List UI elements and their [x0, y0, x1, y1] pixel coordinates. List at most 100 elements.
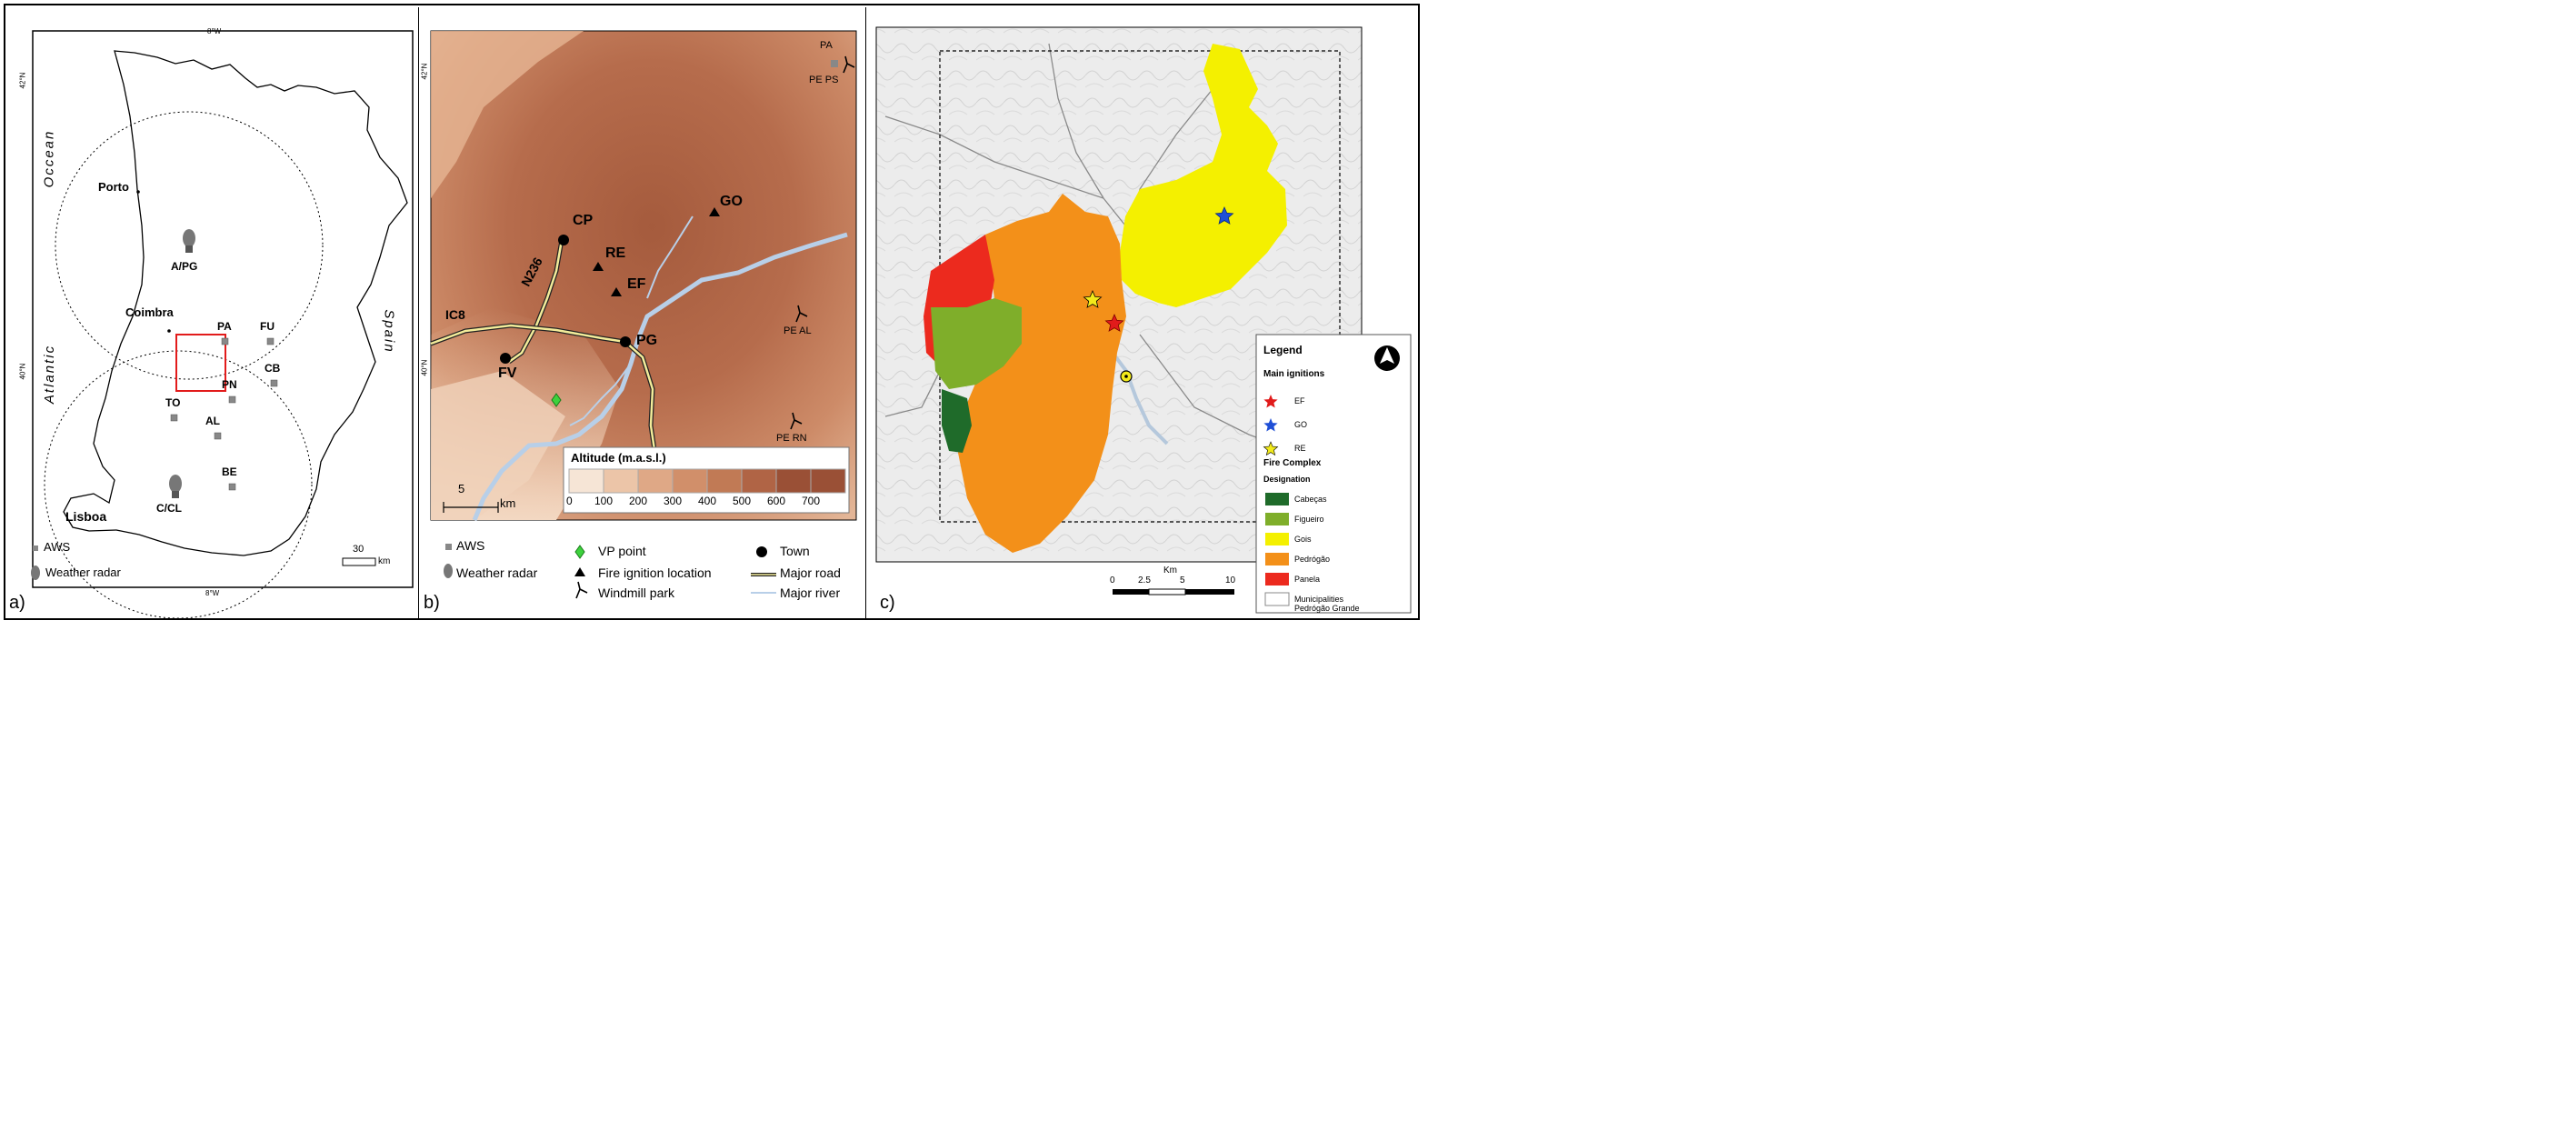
legend-swatch-pedrogao — [1265, 553, 1289, 566]
legend-radar-icon-b — [444, 564, 453, 578]
legend-fire-complex: Fire Complex — [1263, 458, 1322, 468]
porto-dot — [136, 190, 140, 194]
coord-left-top-a: 42°N — [18, 72, 27, 89]
legend-town-b: Town — [780, 544, 810, 558]
legend-label-figueiro: Figueiro — [1294, 515, 1324, 524]
legend-label-re: RE — [1294, 444, 1306, 453]
scale-tick-5: 5 — [1180, 576, 1185, 586]
ignition-star-go — [1214, 205, 1234, 225]
panel-letter-b: b) — [424, 593, 440, 613]
scale-unit-b: km — [500, 496, 516, 510]
station-label-fu: FU — [260, 320, 275, 333]
area-figueiro — [931, 298, 1022, 389]
legend-swatch-panela — [1265, 573, 1289, 586]
town-marker-pg — [620, 336, 631, 347]
aws-marker-cb — [270, 379, 278, 387]
altitude-tick-700: 700 — [802, 495, 821, 507]
station-label-be: BE — [222, 465, 237, 478]
city-lisboa: Lisboa — [65, 509, 107, 524]
town-label-cp: CP — [573, 213, 594, 228]
panel-c-map — [875, 26, 1412, 614]
ignition-label-go: GO — [720, 194, 743, 209]
legend-vp-marker — [574, 545, 585, 559]
altitude-tick-600: 600 — [767, 495, 786, 507]
town-label-fv: FV — [498, 365, 517, 381]
legend-town-marker — [756, 546, 767, 557]
road-label-ic8: IC8 — [445, 307, 465, 322]
atlantic-label: Atlantic — [42, 344, 58, 405]
legend-swatch-cabecas — [1265, 493, 1289, 505]
ignition-marker-go — [709, 207, 720, 216]
aws-marker-to — [170, 414, 178, 422]
spain-label: Spain — [381, 309, 397, 354]
altitude-tick-500: 500 — [733, 495, 752, 507]
station-label-pn: PN — [222, 378, 237, 391]
scale-value-a: 30 — [353, 544, 364, 555]
ignition-star-re — [1083, 289, 1103, 308]
panel-letter-c: c) — [880, 593, 895, 613]
coord-bottom-a: 8°W — [205, 589, 220, 597]
scale-bar-a — [342, 557, 376, 566]
legend-label-go: GO — [1294, 420, 1308, 429]
legend-label-pedrogao: Pedrógão — [1294, 555, 1331, 564]
coord-top-a: 8°W — [207, 27, 222, 35]
radar-icon-south — [169, 475, 182, 498]
altitude-tick-100: 100 — [594, 495, 614, 507]
legend-windmill-b: Windmill park — [598, 586, 675, 600]
legend-title-c: Legend — [1263, 344, 1303, 356]
radar-range-north — [55, 111, 324, 380]
panel-a-map — [31, 30, 414, 619]
altitude-legend-title: Altitude (m.a.s.l.) — [571, 451, 666, 465]
aws-marker-be — [228, 483, 236, 491]
scale-unit-c: Km — [1163, 566, 1177, 576]
city-porto: Porto — [98, 180, 129, 194]
aws-marker-fu — [266, 337, 275, 345]
altitude-tick-300: 300 — [664, 495, 683, 507]
aws-label-pa-b: PA — [820, 40, 833, 51]
study-extent-box — [939, 50, 1341, 523]
panel-a: 8°W 8°W 42°N 40°N Occean Atlantic Spain … — [7, 7, 419, 619]
legend-radar-b: Weather radar — [456, 566, 538, 580]
legend-designation: Designation — [1263, 475, 1311, 484]
legend-box-c — [1255, 334, 1412, 614]
legend-star-re — [1263, 441, 1279, 456]
legend-label-municipalities: Municipalities — [1294, 595, 1344, 604]
radar-icon-north — [183, 229, 195, 253]
legend-aws-a: AWS — [44, 540, 71, 554]
radar-legend-icon — [31, 566, 40, 580]
legend-aws-b: AWS — [456, 538, 485, 553]
aws-marker-pn — [228, 395, 236, 404]
scale-unit-a: km — [378, 556, 391, 566]
legend-aws-marker-b — [445, 544, 452, 550]
radar-label-south: C/CL — [156, 502, 182, 515]
legend-road-b: Major road — [780, 566, 841, 580]
coord-mid-b: 40°N — [420, 359, 429, 376]
windmill-label-ps: PE PS — [809, 75, 839, 85]
legend-river-b: Major river — [780, 586, 841, 600]
station-label-pa: PA — [217, 320, 232, 333]
panel-b-map — [430, 30, 857, 599]
legend-star-go — [1263, 418, 1278, 432]
windmill-label-al: PE AL — [784, 325, 812, 336]
legend-main-ignitions: Main ignitions — [1263, 369, 1325, 379]
legend-fire-marker — [574, 567, 585, 576]
ignition-label-ef: EF — [627, 276, 646, 292]
study-area-box — [175, 334, 226, 392]
aws-legend-marker — [33, 545, 38, 551]
legend-label-cabecas: Cabeças — [1294, 495, 1327, 504]
scale-tick-2-5: 2.5 — [1138, 576, 1151, 586]
ignition-marker-ef — [611, 287, 622, 296]
scale-tick-10: 10 — [1225, 576, 1236, 586]
station-label-al: AL — [205, 415, 220, 427]
altitude-tick-0: 0 — [566, 495, 573, 507]
town-label-pg: PG — [636, 333, 658, 348]
area-cabecas — [942, 389, 972, 453]
ocean-label: Occean — [41, 129, 57, 188]
vp-point-marker — [551, 393, 562, 407]
legend-star-ef — [1263, 395, 1278, 408]
north-arrow-icon — [1374, 345, 1400, 371]
figure-frame — [4, 4, 1420, 620]
legend-swatch-municipalities — [1264, 592, 1290, 606]
coord-top-b: 42°N — [420, 63, 429, 80]
ignition-label-re: RE — [605, 245, 626, 261]
